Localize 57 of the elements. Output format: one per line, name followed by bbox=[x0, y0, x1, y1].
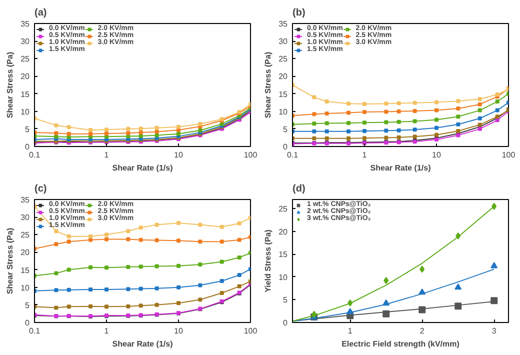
chart-title: (d) bbox=[292, 184, 306, 194]
y-axis-title: Shear Stress (Pa) bbox=[6, 52, 15, 118]
x-tick-label: 1 bbox=[362, 150, 368, 160]
y-tick-label: 20 bbox=[278, 227, 288, 236]
y-tick-label: 0 bbox=[25, 318, 30, 328]
y-tick-label: 25 bbox=[278, 204, 288, 214]
y-tick-label: 25 bbox=[278, 54, 288, 64]
y-tick-label: 0 bbox=[25, 142, 30, 152]
y-axis-title: Shear Stress (Pa) bbox=[6, 228, 15, 294]
x-tick-label: 0.1 bbox=[28, 326, 41, 336]
x-tick-label: 3 bbox=[492, 326, 497, 336]
y-tick-label: 10 bbox=[278, 107, 288, 116]
y-axis-title: Yield Stress (Pa) bbox=[264, 229, 273, 292]
chart-title: (c) bbox=[34, 184, 47, 194]
chart-title: (a) bbox=[34, 8, 47, 18]
y-tick-label: 30 bbox=[20, 37, 30, 46]
y-tick-label: 10 bbox=[278, 272, 288, 282]
x-tick-label: 0.1 bbox=[28, 150, 41, 160]
x-tick-label: 100 bbox=[502, 150, 516, 160]
y-tick-label: 20 bbox=[278, 72, 288, 82]
y-tick-label: 30 bbox=[20, 213, 30, 222]
y-tick-label: 5 bbox=[283, 296, 288, 305]
chart-title: (b) bbox=[292, 8, 306, 18]
y-tick-label: 15 bbox=[20, 90, 30, 99]
x-tick-label: 10 bbox=[432, 150, 442, 160]
y-tick-label: 35 bbox=[20, 196, 30, 204]
y-tick-label: 30 bbox=[278, 37, 288, 46]
y-axis-title: Shear Stress (Pa) bbox=[264, 52, 273, 118]
x-axis-title: Electric Field strength (kV/mm) bbox=[342, 340, 460, 348]
y-tick-label: 20 bbox=[20, 248, 30, 258]
x-tick-label: 100 bbox=[244, 326, 258, 336]
y-tick-label: 0 bbox=[283, 142, 288, 152]
x-tick-label: 1 bbox=[104, 326, 110, 336]
y-tick-label: 15 bbox=[278, 90, 288, 99]
y-tick-label: 15 bbox=[278, 250, 288, 260]
y-tick-label: 20 bbox=[20, 72, 30, 82]
y-tick-label: 15 bbox=[20, 266, 30, 275]
x-tick-label: 10 bbox=[174, 326, 184, 336]
x-tick-label: 2 bbox=[420, 326, 425, 336]
x-tick-label: 1 bbox=[104, 150, 110, 160]
y-tick-label: 5 bbox=[283, 124, 288, 134]
x-axis-title: Shear Rate (1/s) bbox=[112, 164, 174, 172]
x-tick-label: 1 bbox=[348, 326, 353, 336]
x-axis-title: Shear Rate (1/s) bbox=[112, 340, 174, 348]
y-tick-label: 5 bbox=[25, 300, 30, 310]
y-tick-label: 10 bbox=[20, 283, 30, 292]
y-tick-label: 25 bbox=[20, 54, 30, 64]
y-tick-label: 25 bbox=[20, 230, 30, 240]
y-tick-label: 35 bbox=[20, 20, 30, 28]
x-tick-label: 0.1 bbox=[286, 150, 299, 160]
y-tick-label: 5 bbox=[25, 124, 30, 134]
x-tick-label: 100 bbox=[244, 150, 258, 160]
y-tick-label: 35 bbox=[278, 20, 288, 28]
x-tick-label: 10 bbox=[174, 150, 184, 160]
x-axis-title: Shear Rate (1/s) bbox=[370, 164, 432, 172]
y-tick-label: 0 bbox=[283, 318, 288, 328]
y-tick-label: 10 bbox=[20, 107, 30, 116]
